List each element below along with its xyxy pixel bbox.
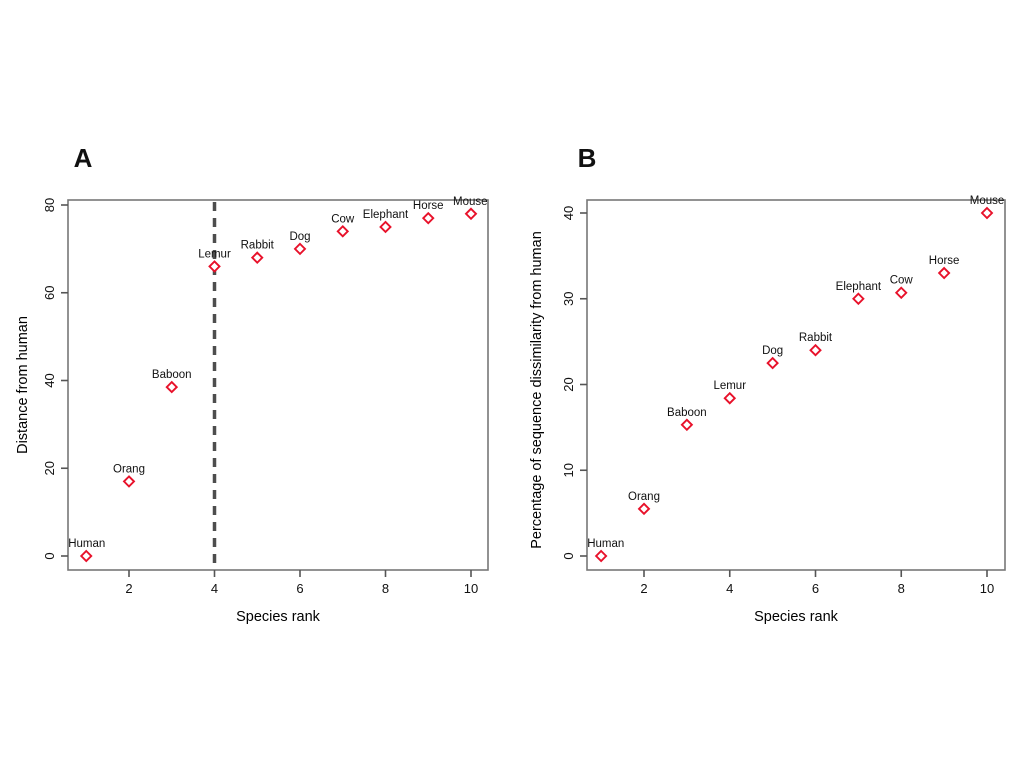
y-tick-label: 20	[561, 377, 576, 391]
y-tick-label: 60	[42, 286, 57, 300]
data-point-label: Baboon	[152, 369, 192, 381]
data-point-label: Rabbit	[799, 332, 833, 344]
data-point	[336, 224, 350, 238]
data-point-label: Elephant	[836, 281, 882, 293]
data-point	[937, 266, 951, 280]
data-point-label: Cow	[890, 275, 914, 287]
x-tick-label: 10	[980, 581, 994, 596]
data-point-label: Mouse	[970, 195, 1005, 207]
data-point	[250, 251, 264, 264]
data-point	[680, 418, 694, 432]
y-tick-label: 20	[42, 461, 57, 475]
data-point	[379, 220, 392, 234]
data-point	[122, 475, 136, 488]
y-tick-label: 40	[561, 206, 576, 220]
plot-frame	[67, 199, 489, 571]
panel-b-plot-area: 2 4 6 8 10 0 10 20 30 40 Human Orang Baboon Lemur Dog R…	[561, 195, 1006, 596]
panel-a-x-axis-title: Species rank	[236, 609, 321, 625]
data-point	[637, 502, 651, 516]
x-tick-label: 4	[211, 581, 218, 596]
panel-b: B Species rank Percentage of sequence di…	[529, 143, 1006, 625]
data-point-label: Human	[68, 538, 105, 550]
data-point-label: Mouse	[453, 196, 488, 208]
x-tick-label: 10	[464, 581, 478, 596]
data-point	[208, 260, 221, 273]
y-tick-label: 10	[561, 463, 576, 477]
panel-a-letter: A	[74, 143, 93, 173]
panel-b-x-axis-title: Species rank	[754, 609, 839, 625]
data-point	[464, 207, 478, 221]
x-tick-label: 8	[898, 581, 905, 596]
data-point-label: Dog	[762, 345, 783, 357]
data-point-label: Cow	[331, 213, 355, 225]
y-tick-label: 0	[42, 552, 57, 559]
data-point	[594, 549, 608, 563]
panel-a-y-axis-title: Distance from human	[15, 316, 31, 454]
panel-a-plot-area: 2 4 6 8 10 0 20 40 60 80 Human Orang Baboon Lemur Rabb…	[42, 196, 489, 596]
y-tick-label: 40	[42, 373, 57, 387]
x-tick-label: 6	[296, 581, 303, 596]
data-point-label: Human	[587, 538, 624, 550]
data-point	[723, 391, 737, 405]
x-tick-label: 2	[640, 581, 647, 596]
data-point-label: Orang	[113, 463, 145, 475]
x-tick-label: 6	[812, 581, 819, 596]
data-point	[165, 380, 179, 394]
data-point-label: Elephant	[363, 209, 409, 221]
data-point-label: Rabbit	[241, 240, 275, 252]
data-point-label: Horse	[413, 200, 444, 212]
data-point	[894, 286, 908, 300]
data-point-label: Lemur	[198, 248, 231, 260]
data-point-label: Lemur	[713, 380, 746, 392]
panel-b-y-axis-title: Percentage of sequence dissimilarity fro…	[529, 231, 545, 549]
y-tick-label: 30	[561, 292, 576, 306]
data-point	[421, 211, 435, 225]
data-point	[852, 292, 865, 306]
data-point-label: Orang	[628, 491, 660, 503]
data-point	[766, 356, 779, 370]
data-point-label: Dog	[289, 231, 310, 243]
y-tick-label: 80	[42, 198, 57, 212]
panel-b-letter: B	[578, 143, 597, 173]
x-tick-label: 8	[382, 581, 389, 596]
data-point	[980, 206, 994, 220]
panel-a: A Species rank Distance from human 2 4 6 8 1…	[15, 143, 489, 625]
y-tick-label: 0	[561, 552, 576, 559]
data-point-label: Horse	[929, 255, 960, 267]
data-point	[293, 242, 307, 256]
x-tick-label: 2	[125, 581, 132, 596]
data-point	[79, 549, 93, 563]
x-tick-label: 4	[726, 581, 733, 596]
data-point	[809, 343, 822, 357]
data-point-label: Baboon	[667, 407, 707, 419]
